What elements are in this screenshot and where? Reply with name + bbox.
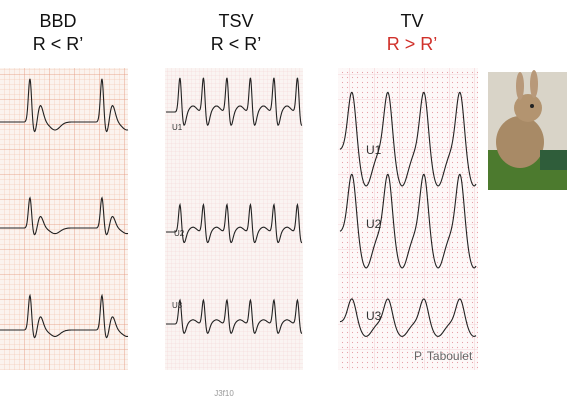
lead-label: U2 <box>366 217 382 231</box>
rabbit-photo <box>488 70 567 190</box>
panel-title: TSV <box>218 11 253 31</box>
footer: J3f10 <box>214 389 234 398</box>
ecg-trace <box>339 91 477 187</box>
lead-label: U3 <box>366 309 382 323</box>
panel-criterion: R < R’ <box>211 34 262 54</box>
ecg-trace <box>0 293 129 339</box>
ecg-grid <box>0 68 128 370</box>
panel-criterion: R > R’ <box>387 34 438 54</box>
ecg-trace <box>0 196 129 236</box>
panel-title: TV <box>400 11 423 31</box>
ecg-trace <box>166 298 303 334</box>
ecg-trace <box>166 77 303 126</box>
panel-criterion: R < R’ <box>33 34 84 54</box>
lead-label: U3 <box>172 301 183 310</box>
lead-label: U1 <box>172 123 183 132</box>
ecg-grid <box>338 68 478 370</box>
panel-title: BBD <box>39 11 76 31</box>
ecg-trace <box>166 202 303 244</box>
credit: P. Taboulet <box>414 349 473 363</box>
ecg-trace <box>339 173 477 269</box>
ecg-trace <box>339 298 477 337</box>
lead-label: U2 <box>174 229 185 238</box>
ecg-trace <box>0 78 129 133</box>
